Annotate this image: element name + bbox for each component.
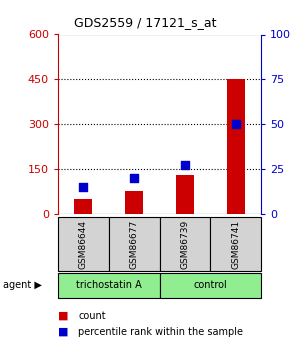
Point: [81, 184, 86, 190]
Text: ■: ■: [58, 311, 68, 321]
Text: GSM86739: GSM86739: [180, 219, 189, 269]
Bar: [227, 79, 244, 214]
Text: GSM86644: GSM86644: [79, 219, 88, 269]
Text: trichostatin A: trichostatin A: [76, 280, 142, 290]
Text: count: count: [78, 311, 106, 321]
Text: agent ▶: agent ▶: [3, 280, 42, 290]
Point: [233, 121, 238, 127]
Text: GSM86677: GSM86677: [130, 219, 139, 269]
Bar: [125, 191, 143, 214]
Text: percentile rank within the sample: percentile rank within the sample: [78, 327, 243, 337]
Bar: [75, 199, 92, 214]
Text: ■: ■: [58, 327, 68, 337]
Text: GSM86741: GSM86741: [231, 219, 240, 269]
Text: control: control: [193, 280, 227, 290]
Bar: [176, 175, 194, 214]
Point: [132, 175, 136, 181]
Text: GDS2559 / 17121_s_at: GDS2559 / 17121_s_at: [74, 16, 216, 29]
Point: [183, 163, 187, 168]
